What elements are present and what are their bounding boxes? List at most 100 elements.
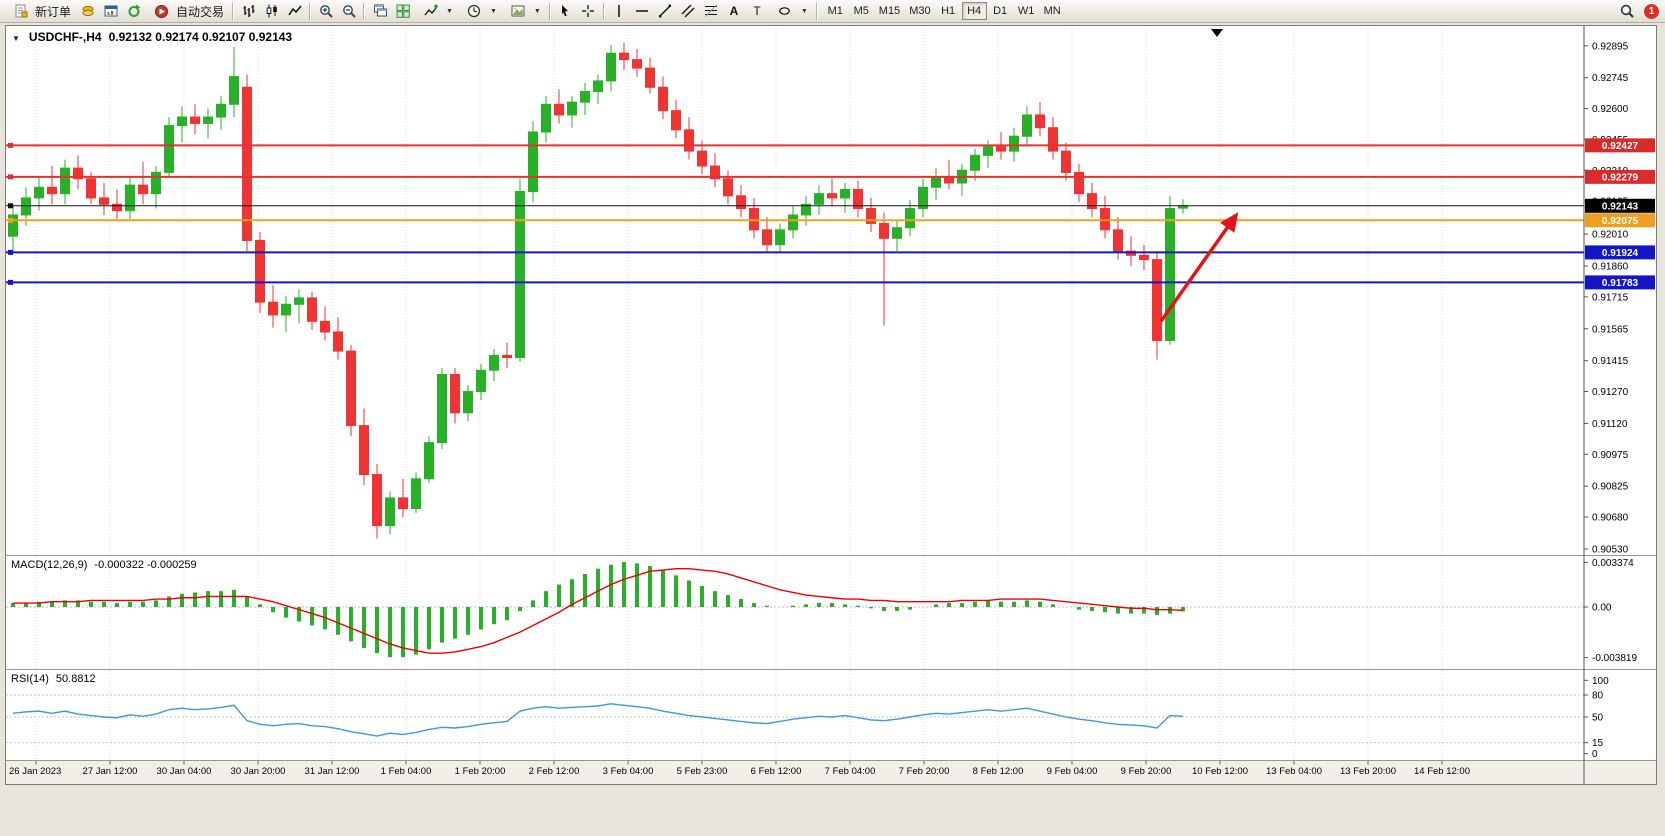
toolbar: 新订单 自动交易 ▼ xyxy=(0,0,1665,23)
svg-text:1 Feb 04:00: 1 Feb 04:00 xyxy=(381,766,432,777)
svg-text:0.91415: 0.91415 xyxy=(1592,356,1629,367)
label-icon[interactable]: T xyxy=(746,1,769,21)
toolbar-right: 1 xyxy=(1615,1,1661,21)
crosshair-icon[interactable] xyxy=(577,1,600,21)
svg-text:5 Feb 23:00: 5 Feb 23:00 xyxy=(677,766,728,777)
fibonacci-icon[interactable] xyxy=(700,1,723,21)
price-chart-canvas[interactable]: 26 Jan 2023 27 Jan 12:00 30 Jan 04:00 30 Ja… xyxy=(6,26,1656,784)
svg-text:A: A xyxy=(730,4,739,18)
svg-text:0: 0 xyxy=(1592,749,1598,760)
bar-chart-icon[interactable] xyxy=(237,1,260,21)
svg-text:0.91270: 0.91270 xyxy=(1592,387,1629,398)
search-icon[interactable] xyxy=(1615,1,1638,21)
chevron-down-icon: ▼ xyxy=(800,7,808,15)
line-handle[interactable] xyxy=(8,249,13,255)
svg-text:0.91120: 0.91120 xyxy=(1592,419,1628,430)
time-axis-labels[interactable]: 26 Jan 2023 27 Jan 12:00 30 Jan 04:00 30 Ja… xyxy=(9,761,1470,777)
line-handle[interactable] xyxy=(8,279,13,285)
templates-button[interactable]: ▼ xyxy=(502,1,546,21)
svg-text:9 Feb 20:00: 9 Feb 20:00 xyxy=(1121,766,1172,777)
horizontal-price-lines[interactable] xyxy=(6,142,1584,285)
coins-icon[interactable] xyxy=(76,1,99,21)
svg-text:0.92427: 0.92427 xyxy=(1602,141,1639,152)
timeframe-h4[interactable]: H4 xyxy=(961,2,987,20)
svg-text:0.92143: 0.92143 xyxy=(1602,201,1639,212)
svg-text:27 Jan 12:00: 27 Jan 12:00 xyxy=(83,766,138,777)
template-image-icon xyxy=(507,1,530,21)
svg-text:7 Feb 20:00: 7 Feb 20:00 xyxy=(899,766,950,777)
svg-text:0.92010: 0.92010 xyxy=(1592,230,1629,241)
svg-text:13 Feb 20:00: 13 Feb 20:00 xyxy=(1340,766,1396,777)
horizontal-line-icon[interactable] xyxy=(631,1,654,21)
svg-text:30 Jan 20:00: 30 Jan 20:00 xyxy=(231,766,286,777)
zoom-out-icon[interactable] xyxy=(337,1,360,21)
timeframe-w1[interactable]: W1 xyxy=(1014,2,1039,20)
text-icon[interactable]: A xyxy=(723,1,746,21)
svg-text:0.91924: 0.91924 xyxy=(1602,248,1639,259)
svg-text:14 Feb 12:00: 14 Feb 12:00 xyxy=(1414,766,1470,777)
toolbar-separator xyxy=(363,2,366,20)
new-order-label: 新订单 xyxy=(35,4,72,19)
svg-text:-0.003819: -0.003819 xyxy=(1592,653,1637,664)
chevron-down-icon: ▼ xyxy=(446,7,453,15)
chart-window: 26 Jan 2023 27 Jan 12:00 30 Jan 04:00 30 Ja… xyxy=(5,25,1657,785)
periods-button[interactable]: ▼ xyxy=(458,1,502,21)
timeframe-d1[interactable]: D1 xyxy=(988,2,1013,20)
refresh-icon[interactable] xyxy=(122,1,145,21)
timeframe-m15[interactable]: M15 xyxy=(875,2,904,20)
svg-text:0.91860: 0.91860 xyxy=(1592,262,1629,273)
timeframe-mn[interactable]: MN xyxy=(1040,2,1065,20)
svg-text:8 Feb 12:00: 8 Feb 12:00 xyxy=(973,766,1024,777)
channel-icon[interactable] xyxy=(677,1,700,21)
price-line-labels: 0.92427 0.92279 0.92143 0.92075 0.91924 0.917… xyxy=(1585,138,1655,290)
auto-trading-icon xyxy=(150,1,173,21)
auto-trading-label: 自动交易 xyxy=(176,4,225,19)
candlesticks xyxy=(8,42,1188,539)
tile-windows-icon[interactable] xyxy=(391,1,414,21)
shapes-button[interactable]: ▼ xyxy=(769,1,813,21)
chevron-down-icon: ▼ xyxy=(489,7,497,15)
line-handle[interactable] xyxy=(8,174,13,180)
svg-text:3 Feb 04:00: 3 Feb 04:00 xyxy=(603,766,654,777)
line-handle[interactable] xyxy=(8,217,13,223)
line-chart-icon[interactable] xyxy=(283,1,306,21)
svg-text:0.92895: 0.92895 xyxy=(1592,41,1629,52)
cascade-windows-icon[interactable] xyxy=(368,1,391,21)
svg-text:80: 80 xyxy=(1592,691,1604,702)
cursor-icon[interactable] xyxy=(554,1,577,21)
notification-badge[interactable]: 1 xyxy=(1644,3,1659,19)
svg-text:0.91715: 0.91715 xyxy=(1592,292,1629,303)
timeframe-m5[interactable]: M5 xyxy=(849,2,874,20)
indicators-button[interactable]: ▼ xyxy=(414,1,458,21)
new-order-icon xyxy=(9,1,32,21)
line-handle[interactable] xyxy=(8,142,13,148)
trendline-icon[interactable] xyxy=(654,1,677,21)
timeframe-m1[interactable]: M1 xyxy=(823,2,848,20)
timeframe-h1[interactable]: H1 xyxy=(936,2,961,20)
chart-window-icon[interactable] xyxy=(99,1,122,21)
zoom-in-icon[interactable] xyxy=(314,1,337,21)
arrow-annotation[interactable] xyxy=(1159,212,1239,323)
svg-text:7 Feb 04:00: 7 Feb 04:00 xyxy=(825,766,876,777)
svg-text:0.92279: 0.92279 xyxy=(1602,172,1639,183)
shift-marker-icon[interactable] xyxy=(1211,29,1223,37)
vertical-line-icon[interactable] xyxy=(608,1,631,21)
one-click-trading-expander-icon[interactable]: ▼ xyxy=(12,34,20,43)
new-order-button[interactable]: 新订单 xyxy=(4,1,76,21)
rsi-panel xyxy=(6,694,1584,744)
timeframe-m30[interactable]: M30 xyxy=(905,2,934,20)
svg-text:0.90825: 0.90825 xyxy=(1592,482,1629,493)
toolbar-separator xyxy=(548,2,551,20)
svg-text:1 Feb 20:00: 1 Feb 20:00 xyxy=(455,766,506,777)
line-handle[interactable] xyxy=(8,203,13,209)
svg-text:30 Jan 04:00: 30 Jan 04:00 xyxy=(157,766,212,777)
svg-text:50: 50 xyxy=(1592,713,1604,724)
svg-text:10 Feb 12:00: 10 Feb 12:00 xyxy=(1192,766,1248,777)
auto-trading-button[interactable]: 自动交易 xyxy=(145,1,229,21)
time-axis-strip[interactable] xyxy=(6,761,1656,784)
svg-text:31 Jan 12:00: 31 Jan 12:00 xyxy=(305,766,360,777)
grid-lines xyxy=(35,26,1443,761)
svg-text:0.90530: 0.90530 xyxy=(1592,544,1629,555)
svg-text:0.00: 0.00 xyxy=(1592,603,1612,614)
candlestick-chart-icon[interactable] xyxy=(260,1,283,21)
